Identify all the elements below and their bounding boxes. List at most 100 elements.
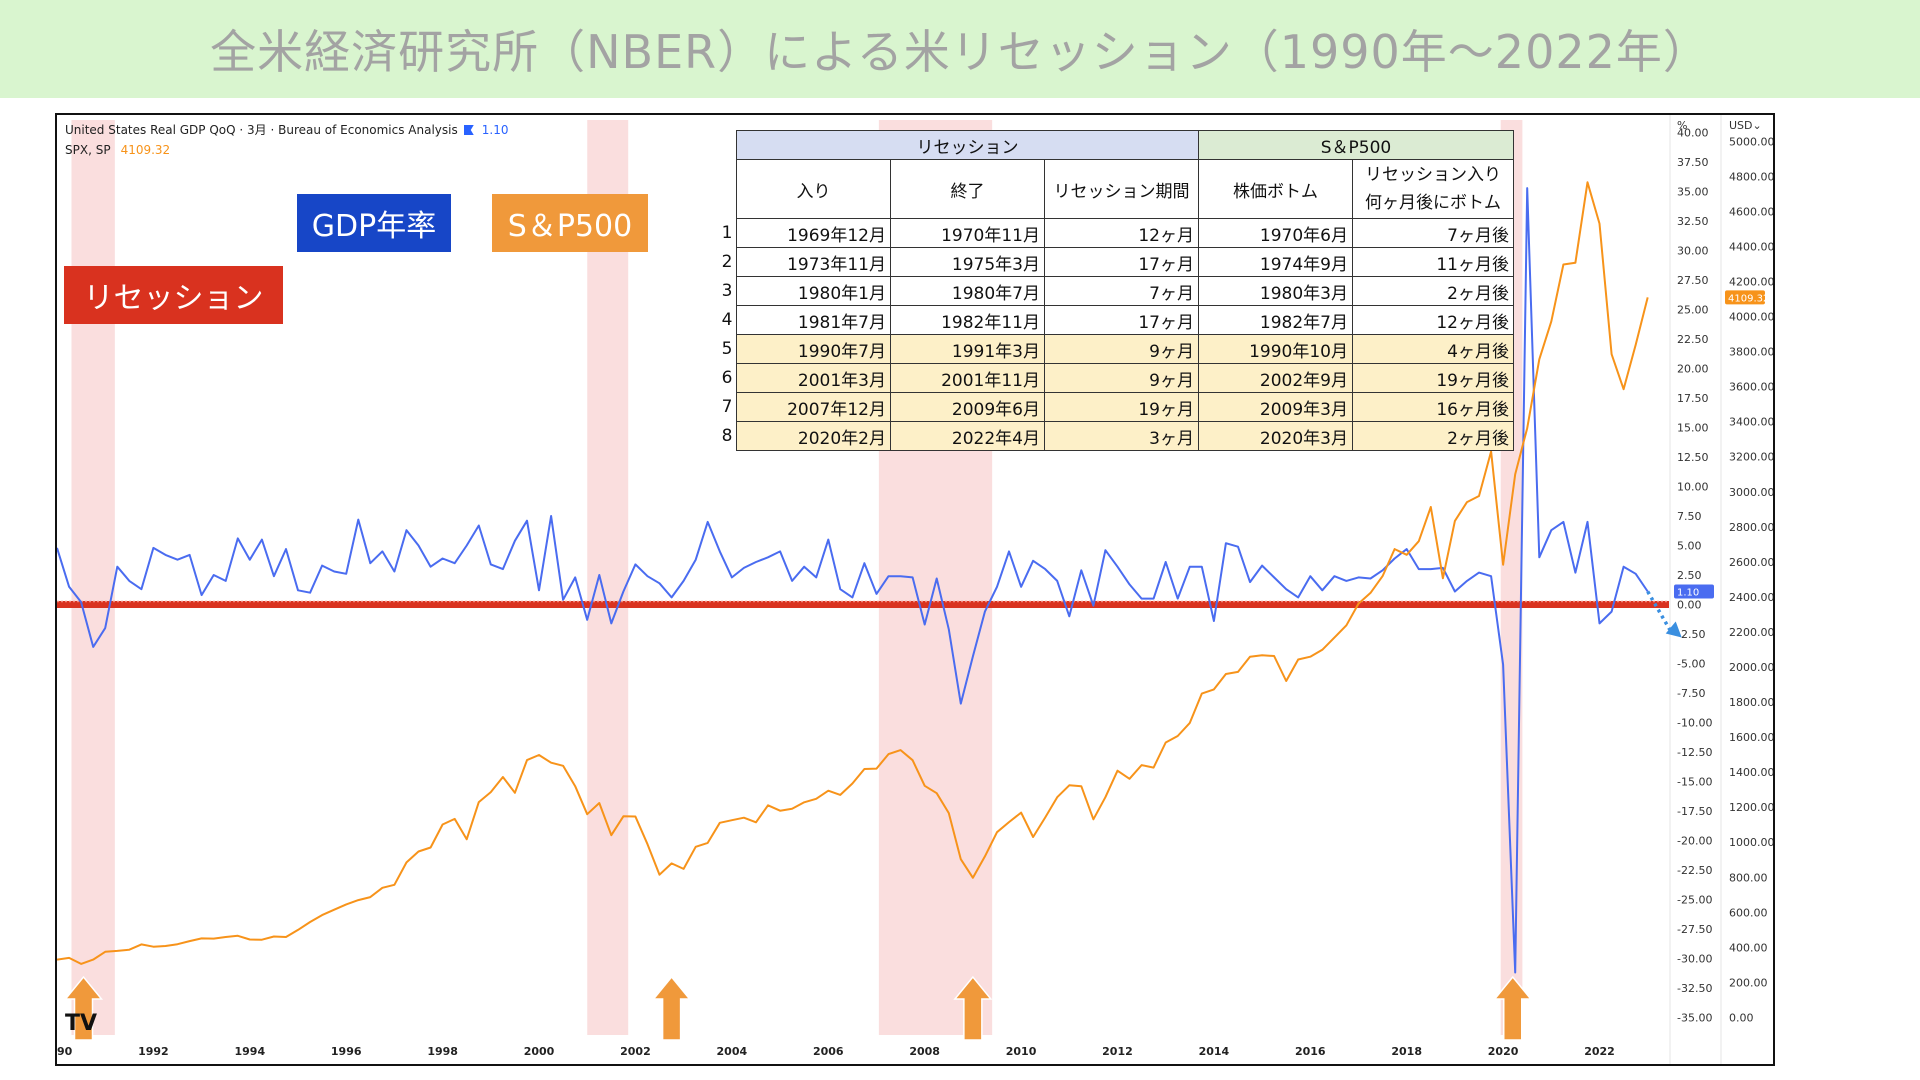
table-row: 6 2001年3月 2001年11月 9ヶ月 2002年9月 19ヶ月後 [718, 363, 1514, 393]
cell-dur: 17ヶ月 [1044, 247, 1199, 277]
y-right-tick-label: 800.00 [1729, 871, 1768, 884]
y-left-tick-label: 7.50 [1677, 510, 1702, 523]
x-tick-label: 2022 [1584, 1045, 1615, 1058]
up-arrow-marker [953, 975, 993, 1041]
y-right-tick-label: 2000.00 [1729, 661, 1773, 674]
y-right-tick-label: 1200.00 [1729, 801, 1773, 814]
table-row: 1 1969年12月 1970年11月 12ヶ月 1970年6月 7ヶ月後 [718, 218, 1514, 248]
y-left-tick-label: 40.00 [1677, 127, 1709, 140]
cell-after: 16ヶ月後 [1352, 392, 1514, 422]
x-tick-label: 2020 [1488, 1045, 1519, 1058]
y-right-tick-label: 400.00 [1729, 941, 1768, 954]
cell-bottom: 1982年7月 [1198, 305, 1353, 335]
legend-gdp[interactable]: United States Real GDP QoQ · 3月 · Bureau… [65, 121, 508, 138]
y-right-tick-label: 3800.00 [1729, 346, 1773, 359]
gdp-tag: GDP年率 [297, 194, 451, 252]
y-right-tick-label: 1600.00 [1729, 731, 1773, 744]
x-tick-label: 2010 [1006, 1045, 1037, 1058]
legend-spx-label: SPX, SP [65, 143, 111, 157]
y-left-tick-label: -12.50 [1677, 746, 1712, 759]
y-left-tick-label: -25.00 [1677, 893, 1712, 906]
y-left-tick-label: 27.50 [1677, 274, 1709, 287]
cell-bottom: 2009年3月 [1198, 392, 1353, 422]
table-row: 8 2020年2月 2022年4月 3ヶ月 2020年3月 2ヶ月後 [718, 421, 1514, 451]
table-row: 4 1981年7月 1982年11月 17ヶ月 1982年7月 12ヶ月後 [718, 305, 1514, 335]
title-banner: 全米経済研究所（NBER）による米リセッション（1990年〜2022年） [0, 0, 1920, 98]
cell-end: 1991年3月 [890, 334, 1045, 364]
group-header-recession: リセッション [736, 130, 1199, 160]
y-left-tick-label: -35.00 [1677, 1011, 1712, 1024]
y-right-tick-label: 4800.00 [1729, 170, 1773, 183]
cell-after: 4ヶ月後 [1352, 334, 1514, 364]
y-left-tick-label: 25.00 [1677, 304, 1709, 317]
cell-dur: 9ヶ月 [1044, 363, 1199, 393]
table-group-header-row: リセッション S＆P500 [718, 130, 1514, 160]
cell-after: 19ヶ月後 [1352, 363, 1514, 393]
cell-bottom: 2002年9月 [1198, 363, 1353, 393]
y-right-tick-label: 4200.00 [1729, 275, 1773, 288]
row-number: 7 [721, 397, 733, 417]
y-right-tick-label: 1800.00 [1729, 696, 1773, 709]
table-body: 1 1969年12月 1970年11月 12ヶ月 1970年6月 7ヶ月後 2 1973年11… [718, 218, 1514, 451]
projection-arrow [1646, 590, 1672, 631]
cell-end: 2022年4月 [890, 421, 1045, 451]
cell-end: 1975年3月 [890, 247, 1045, 277]
legend-spx-value: 4109.32 [120, 143, 171, 157]
cell-end: 2009年6月 [890, 392, 1045, 422]
recession-tag: リセッション [64, 266, 283, 324]
cell-after: 7ヶ月後 [1352, 218, 1514, 248]
y-left-tick-label: -10.00 [1677, 716, 1712, 729]
recession-table: リセッション S＆P500 入り 終了 リセッション期間 株価ボトム リセッショ… [718, 130, 1514, 451]
x-tick-label: 2002 [620, 1045, 651, 1058]
y-right-tick-label: 200.00 [1729, 976, 1768, 989]
legend-gdp-value: 1.10 [481, 123, 509, 137]
cell-start: 1990年7月 [736, 334, 891, 364]
cell-bottom: 1970年6月 [1198, 218, 1353, 248]
y-left-tick-label: 35.00 [1677, 186, 1709, 199]
cell-after: 12ヶ月後 [1352, 305, 1514, 335]
recession-band [587, 120, 629, 1035]
recession-band [71, 120, 115, 1035]
legend-spx[interactable]: SPX, SP 4109.32 [65, 143, 170, 157]
cell-bottom: 1980年3月 [1198, 276, 1353, 306]
y-left-tick-label: -2.50 [1677, 628, 1705, 641]
last-value-label: 4109.32 [1728, 293, 1769, 304]
x-tick-label: 1998 [427, 1045, 458, 1058]
y-right-tick-label: 4600.00 [1729, 205, 1773, 218]
y-left-tick-label: 2.50 [1677, 569, 1702, 582]
cell-dur: 17ヶ月 [1044, 305, 1199, 335]
cell-after: 2ヶ月後 [1352, 276, 1514, 306]
cell-bottom: 1974年9月 [1198, 247, 1353, 277]
y-left-tick-label: 0.00 [1677, 598, 1702, 611]
spx-tag: S＆P500 [492, 194, 648, 252]
row-number: 5 [721, 339, 733, 359]
cell-bottom: 2020年3月 [1198, 421, 1353, 451]
cell-dur: 12ヶ月 [1044, 218, 1199, 248]
row-number: 6 [721, 368, 733, 388]
y-right-tick-label: 3400.00 [1729, 416, 1773, 429]
cell-dur: 7ヶ月 [1044, 276, 1199, 306]
chart-frame: % USD⌄ 40.00 37.50 35.00 32.50 30.00 27.50 25.00… [55, 113, 1775, 1066]
up-arrow-marker [63, 975, 104, 1041]
cell-end: 1980年7月 [890, 276, 1045, 306]
last-value-badge [1674, 584, 1714, 599]
x-tick-label: 90 [57, 1045, 73, 1058]
x-tick-label: 2018 [1391, 1045, 1422, 1058]
cell-start: 1981年7月 [736, 305, 891, 335]
y-left-tick-label: -20.00 [1677, 834, 1712, 847]
y-left-tick-label: 15.00 [1677, 422, 1709, 435]
cell-dur: 19ヶ月 [1044, 392, 1199, 422]
up-arrow-marker [1493, 975, 1533, 1041]
left-axis-unit: % [1677, 119, 1687, 132]
y-left-tick-label: 20.00 [1677, 363, 1709, 376]
y-left-tick-label: -7.50 [1677, 687, 1705, 700]
y-left-tick-label: 30.00 [1677, 245, 1709, 258]
tradingview-logo: TV [65, 1011, 97, 1036]
y-right-tick-label: 4400.00 [1729, 240, 1773, 253]
y-right-tick-label: 0.00 [1729, 1011, 1754, 1024]
y-right-tick-label: 2800.00 [1729, 521, 1773, 534]
table-row: 3 1980年1月 1980年7月 7ヶ月 1980年3月 2ヶ月後 [718, 276, 1514, 306]
x-tick-label: 2014 [1199, 1045, 1230, 1058]
up-arrow-marker [652, 975, 692, 1041]
y-left-tick-label: -30.00 [1677, 952, 1712, 965]
